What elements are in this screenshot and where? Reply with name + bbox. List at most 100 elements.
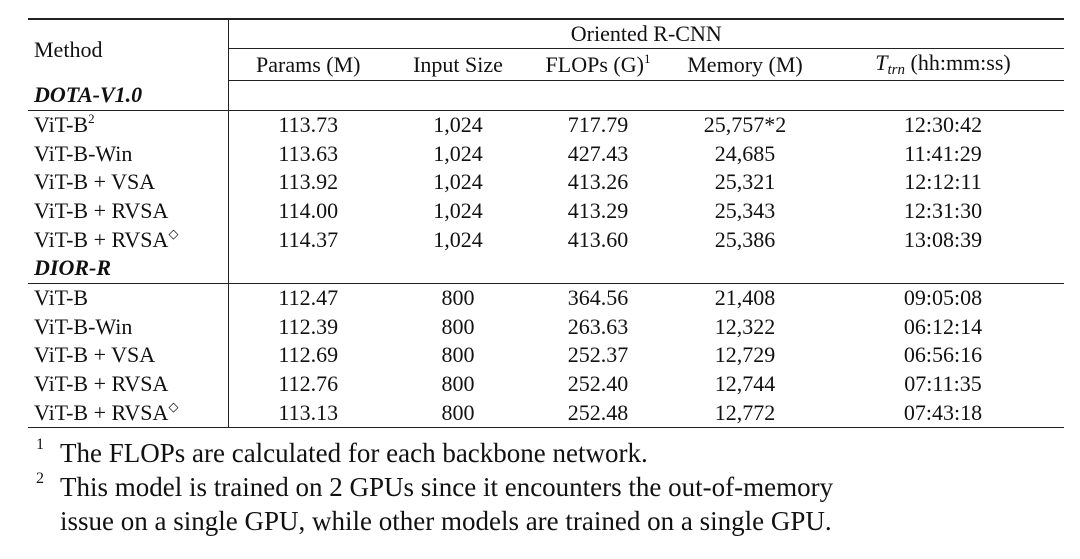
footnotes: 1 The FLOPs are calculated for each back… bbox=[36, 436, 1056, 538]
flops-cell: 252.48 bbox=[528, 398, 668, 428]
memory-cell: 12,772 bbox=[668, 398, 822, 428]
section-title: DOTA-V1.0 bbox=[28, 80, 228, 111]
method-header: Method bbox=[28, 18, 228, 81]
memory-cell: 21,408 bbox=[714, 285, 776, 311]
footnote-1-mark: 1 bbox=[36, 436, 44, 453]
flops-cell: 364.56 bbox=[567, 285, 629, 311]
input-size-cell: 1,024 bbox=[433, 198, 483, 224]
ttrn-cell: 07:43:18 bbox=[822, 398, 1065, 428]
method-name: ViT-B + VSA bbox=[34, 342, 156, 368]
input-size-cell: 800 bbox=[441, 371, 475, 397]
table-row: ViT-B + VSA 112.69 800 252.37 12,729 06:56:16 bbox=[28, 341, 1064, 370]
table-row: ViT-B-Win 113.63 1,024 427.43 24,685 11:41:29 bbox=[28, 139, 1064, 169]
ttrn-cell: 06:12:14 bbox=[903, 313, 983, 339]
input-size-cell: 1,024 bbox=[433, 112, 483, 138]
ttrn-subscript: trn bbox=[887, 61, 906, 78]
flops-cell: 252.40 bbox=[567, 371, 629, 397]
memory-cell: 12,744 bbox=[714, 371, 776, 397]
footnote-2-text-line-2: issue on a single GPU, while other model… bbox=[60, 506, 832, 536]
memory-cell: 25,343 bbox=[714, 198, 776, 224]
method-mark: ◇ bbox=[168, 398, 179, 414]
params-cell: 112.76 bbox=[227, 369, 388, 399]
method-name: ViT-B-Win bbox=[34, 140, 133, 166]
method-cell: ViT-B + RVSA bbox=[28, 197, 228, 226]
input-size-cell: 1,024 bbox=[433, 169, 483, 195]
ttrn-cell: 09:05:08 bbox=[903, 285, 983, 311]
memory-cell: 12,729 bbox=[714, 342, 776, 368]
method-name: ViT-B bbox=[34, 112, 89, 138]
ttrn-cell: 12:12:11 bbox=[904, 169, 982, 195]
ttrn-header: Ttrn (hh:mm:ss) bbox=[822, 48, 1065, 81]
memory-cell: 25,757*2 bbox=[703, 112, 787, 138]
method-cell: ViT-B + VSA bbox=[28, 341, 228, 370]
input-size-cell: 1,024 bbox=[433, 226, 483, 252]
params-cell: 112.69 bbox=[227, 341, 388, 370]
memory-cell: 24,685 bbox=[714, 140, 776, 166]
params-header: Params (M) bbox=[227, 48, 388, 81]
method-mark: ◇ bbox=[168, 225, 179, 241]
table-row: ViT-B + RVSA◇ 114.37 1,024 413.60 25,386 13:0… bbox=[28, 225, 1064, 254]
flops-cell: 427.43 bbox=[567, 140, 629, 166]
ttrn-units: (hh:mm:ss) bbox=[910, 49, 1011, 75]
memory-cell: 12,322 bbox=[714, 313, 776, 339]
flops-footnote-mark: 1 bbox=[643, 50, 651, 66]
ttrn-cell: 11:41:29 bbox=[904, 140, 982, 166]
ttrn-cell: 13:08:39 bbox=[903, 226, 983, 252]
params-cell: 113.73 bbox=[227, 110, 388, 140]
input-size-header: Input Size bbox=[388, 48, 528, 81]
flops-cell: 413.29 bbox=[567, 198, 629, 224]
params-cell: 114.00 bbox=[227, 196, 388, 226]
ttrn-cell: 07:11:35 bbox=[904, 371, 982, 397]
input-size-cell: 800 bbox=[441, 342, 475, 368]
footnote-1-text: The FLOPs are calculated for each backbo… bbox=[60, 438, 648, 468]
method-cell: ViT-B + RVSA bbox=[28, 370, 228, 399]
input-size-cell: 800 bbox=[441, 285, 475, 311]
table-row: ViT-B-Win 112.39 800 263.63 12,322 06:12:14 bbox=[28, 312, 1064, 342]
footnote-2-mark: 2 bbox=[36, 470, 44, 487]
table-row: ViT-B 112.47 800 364.56 21,408 09:05:08 bbox=[28, 283, 1064, 313]
flops-header: FLOPs (G)1 bbox=[528, 48, 668, 81]
results-table-container: Method Oriented R-CNN Params (M) Input S… bbox=[28, 18, 1065, 428]
section-row: DIOR-R bbox=[28, 253, 1065, 284]
table-row: ViT-B + RVSA 112.76 800 252.40 12,744 07:11:3… bbox=[28, 369, 1064, 399]
method-cell: ViT-B + RVSA◇ bbox=[28, 225, 228, 254]
flops-cell: 252.37 bbox=[567, 342, 629, 368]
header-row-columns: Params (M) Input Size FLOPs (G)1 Memory … bbox=[28, 48, 1065, 81]
flops-header-label: FLOPs (G) bbox=[545, 51, 644, 77]
method-mark: 2 bbox=[88, 111, 95, 127]
method-cell: ViT-B-Win bbox=[28, 140, 228, 169]
section-title: DIOR-R bbox=[28, 253, 228, 284]
table-row: ViT-B2 113.73 1,024 717.79 25,757*2 12:30:42 bbox=[28, 110, 1064, 140]
method-name: ViT-B-Win bbox=[34, 313, 133, 339]
table-row: ViT-B + VSA 113.92 1,024 413.26 25,321 12:12:… bbox=[28, 168, 1064, 197]
params-cell: 114.37 bbox=[227, 225, 388, 254]
memory-cell: 25,321 bbox=[714, 169, 776, 195]
input-size-cell: 800 bbox=[388, 398, 528, 428]
input-size-cell: 800 bbox=[441, 313, 475, 339]
params-cell: 113.92 bbox=[227, 168, 388, 197]
method-name: ViT-B + RVSA bbox=[34, 399, 169, 425]
ttrn-cell: 06:56:16 bbox=[903, 342, 983, 368]
method-name: ViT-B + VSA bbox=[34, 169, 156, 195]
footnote-2-continuation: issue on a single GPU, while other model… bbox=[36, 504, 1056, 538]
header-row-group: Method Oriented R-CNN bbox=[28, 18, 1065, 81]
ttrn-symbol: T bbox=[875, 49, 888, 75]
results-table: Method Oriented R-CNN Params (M) Input S… bbox=[28, 18, 1065, 428]
group-header: Oriented R-CNN bbox=[227, 18, 1065, 49]
method-cell: ViT-B + VSA bbox=[28, 168, 228, 197]
footnote-1: 1 The FLOPs are calculated for each back… bbox=[36, 436, 1056, 470]
table-row: ViT-B + RVSA◇ 113.13 800 252.48 12,772 07:43:… bbox=[28, 398, 1065, 428]
params-cell: 113.63 bbox=[227, 139, 388, 169]
method-cell: ViT-B + RVSA◇ bbox=[28, 398, 228, 428]
method-cell: ViT-B-Win bbox=[28, 313, 228, 342]
method-cell: ViT-B2 bbox=[28, 111, 228, 140]
ttrn-cell: 12:30:42 bbox=[903, 112, 983, 138]
params-cell: 113.13 bbox=[227, 398, 388, 428]
params-cell: 112.47 bbox=[227, 283, 388, 313]
params-cell: 112.39 bbox=[227, 312, 388, 342]
table-body: DOTA-V1.0 ViT-B2 113.73 1,024 717.79 25,757*2… bbox=[28, 80, 1065, 428]
footnote-2: 2 This model is trained on 2 GPUs since … bbox=[36, 470, 1056, 504]
section-spacer bbox=[227, 80, 1065, 111]
section-spacer bbox=[227, 253, 1065, 284]
table-row: ViT-B + RVSA 114.00 1,024 413.29 25,343 12:31… bbox=[28, 196, 1064, 226]
